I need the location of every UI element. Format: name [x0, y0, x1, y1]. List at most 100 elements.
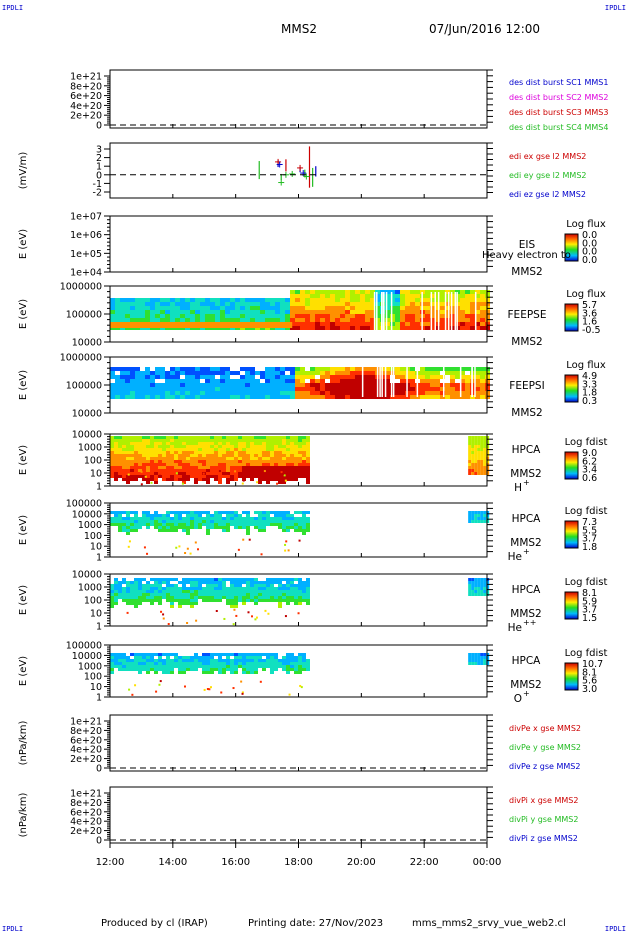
spectrogram-cell — [114, 466, 118, 469]
spectrogram-cell — [110, 602, 114, 605]
spectrogram-cell — [242, 653, 246, 656]
spectrogram-cell — [122, 511, 126, 514]
spectrogram-cell — [250, 581, 254, 584]
spectrogram-cell — [175, 546, 178, 549]
spectrogram-cell — [215, 379, 220, 383]
spectrogram-cell — [460, 387, 465, 391]
spectrogram-cell — [298, 523, 302, 526]
spectrogram-cell — [190, 605, 194, 608]
colorbar-tick-hpca_o: 8.1 — [582, 667, 597, 678]
spectrogram-cell — [320, 310, 325, 314]
spectrogram-cell — [166, 460, 170, 463]
spectrogram-cell — [206, 457, 210, 460]
spectrogram-cell — [194, 590, 198, 593]
legend-entry-edi: edi ez gse l2 MMS2 — [509, 190, 586, 199]
spectrogram-cell — [234, 448, 238, 451]
colorbar-tick-eis: 0.0 — [582, 238, 597, 249]
spectrogram-cell — [234, 653, 238, 656]
spectrogram-cell — [174, 656, 178, 659]
spectrogram-cell — [210, 318, 215, 322]
spectrogram-cell — [140, 310, 145, 314]
spectrogram-cell — [178, 668, 182, 671]
spectrogram-cell — [445, 387, 450, 391]
spectrogram-cell — [320, 371, 325, 375]
spectrogram-cell — [230, 587, 234, 590]
spectrogram-cell — [480, 318, 485, 322]
spectrogram-cell — [142, 460, 146, 463]
spectrogram-cell — [120, 395, 125, 399]
spectrogram-cell — [158, 463, 162, 466]
spectrogram-cell — [166, 529, 170, 532]
spectrogram-cell — [355, 314, 360, 318]
spectrogram-cell — [246, 596, 250, 599]
spectrogram-cell — [295, 314, 300, 318]
spectrogram-cell — [340, 294, 345, 298]
spectrogram-cell — [146, 520, 150, 523]
spectrogram-cell — [250, 587, 254, 590]
spectrogram-cell — [226, 593, 230, 596]
spectrogram-cell — [450, 387, 455, 391]
spectrogram-cell — [225, 371, 230, 375]
spectrogram-cell — [114, 596, 118, 599]
spectrogram-cell — [385, 375, 390, 379]
spectrogram-cell — [135, 367, 140, 371]
spectrogram-cell — [475, 326, 480, 330]
spectrogram-cell — [435, 302, 440, 306]
spectrogram-cell — [230, 302, 235, 306]
spectrogram-cell — [142, 596, 146, 599]
spectrogram-cell — [110, 322, 293, 328]
spectrogram-cell — [110, 517, 114, 520]
spectrogram-cell — [118, 662, 122, 665]
spectrogram-cell — [300, 379, 305, 383]
spectrogram-cell — [298, 653, 302, 656]
ytick-label-divpe: 4e+20 — [70, 745, 102, 756]
spectrogram-cell — [305, 326, 310, 330]
spectrogram-cell — [350, 302, 355, 306]
spectrogram-cell — [180, 318, 185, 322]
spectrogram-cell — [468, 593, 472, 596]
spectrogram-cell — [222, 662, 226, 665]
spectrogram-cell — [200, 383, 205, 387]
spectrogram-cell — [178, 511, 182, 514]
spectrogram-cell — [110, 451, 114, 454]
spectrogram-cell — [247, 611, 250, 614]
spectrogram-cell — [385, 387, 390, 391]
spectrogram-cell — [300, 306, 305, 310]
spectrogram-cell — [298, 469, 302, 472]
spectrogram-cell — [483, 514, 487, 517]
spectrogram-cell — [186, 514, 190, 517]
spectrogram-cell — [335, 310, 340, 314]
spectrogram-cell — [118, 653, 122, 656]
spectrogram-cell — [471, 587, 475, 590]
spectrogram-cell — [360, 294, 365, 298]
spectrogram-cell — [445, 395, 450, 399]
spectrogram-cell — [142, 523, 146, 526]
spectrogram-cell — [246, 460, 250, 463]
spectrogram-cell — [226, 668, 230, 671]
spectrogram-cell — [415, 302, 420, 306]
spectrogram-cell — [178, 602, 182, 605]
spectrogram-cell — [395, 314, 400, 318]
spectrogram-cell — [194, 581, 198, 584]
colorbar-tick-feepsi: 0.3 — [582, 396, 597, 407]
spectrogram-cell — [262, 665, 266, 668]
spectrogram-cell — [250, 659, 254, 662]
spectrogram-cell — [126, 460, 130, 463]
spectrogram-cell — [242, 457, 246, 460]
spectrogram-cell — [450, 391, 455, 395]
spectrogram-cell — [365, 379, 370, 383]
spectrogram-cell — [205, 383, 210, 387]
spectrogram-cell — [174, 460, 178, 463]
spectrogram-cell — [306, 454, 310, 457]
spectrogram-cell — [284, 543, 287, 546]
spectrogram-cell — [370, 395, 375, 399]
spectrogram-cell — [330, 310, 335, 314]
spectrogram-cell — [286, 662, 290, 665]
spectrogram-cell — [190, 466, 194, 469]
spectrogram-cell — [220, 306, 225, 310]
spectrogram-cell — [146, 517, 150, 520]
spectrogram-cell — [206, 587, 210, 590]
spectrogram-cell — [220, 395, 225, 399]
spectrogram-cell — [246, 668, 250, 671]
spectrogram-cell — [110, 395, 115, 399]
